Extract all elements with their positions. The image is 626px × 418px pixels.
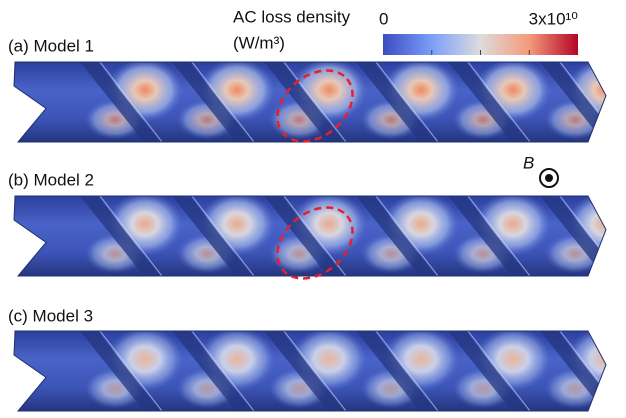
colorbar-title: AC loss density [233, 7, 351, 26]
field-label: B [523, 153, 534, 172]
panel-label: (c) Model 3 [8, 306, 93, 325]
figure: AC loss density (W/m³) 0 3x10¹⁰ (a) Model… [0, 0, 626, 418]
field-symbol-dot [545, 174, 553, 182]
rods [14, 56, 626, 411]
colorbar-tick-label: 0 [379, 9, 388, 28]
panel-label: (b) Model 2 [8, 170, 94, 189]
panel-label: (a) Model 1 [8, 36, 94, 55]
colorbar-units: (W/m³) [233, 33, 285, 52]
rod [14, 327, 626, 411]
colorbar-tick-label: 3x10¹⁰ [529, 9, 579, 28]
rod [14, 192, 626, 276]
